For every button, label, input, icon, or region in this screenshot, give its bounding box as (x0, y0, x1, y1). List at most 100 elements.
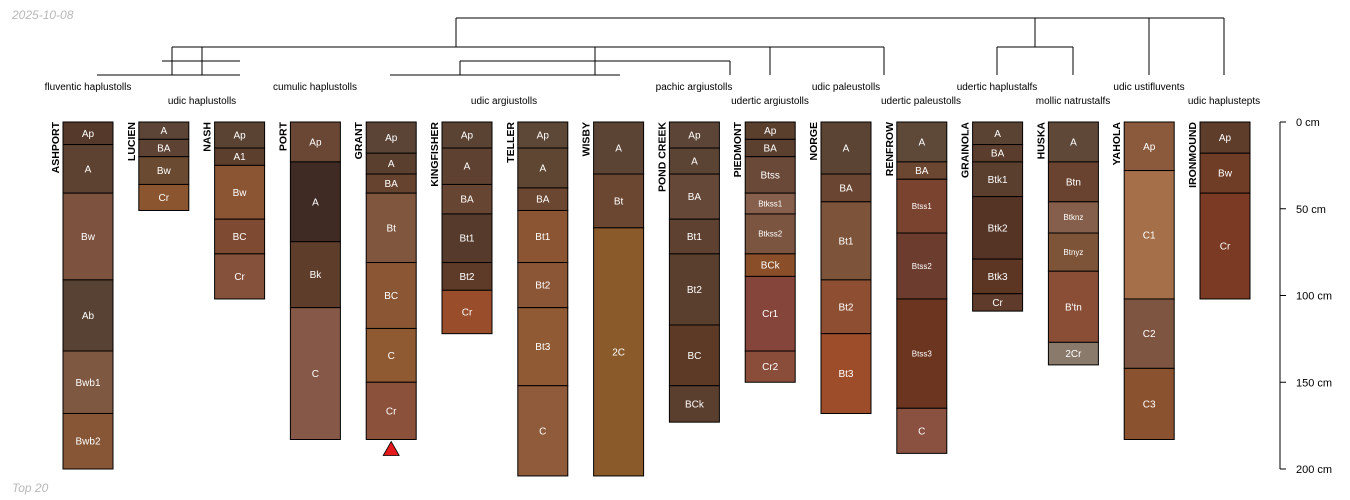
horizon-label-wisby-2c: 2C (612, 347, 625, 358)
horizon-port-bk (289, 241, 341, 309)
horizon-piedmont-btkss2 (744, 213, 796, 255)
horizon-label-port-c: C (312, 369, 319, 380)
horizon-label-pond-creek-ap: Ap (688, 131, 701, 142)
depth-tick-label-100: 100 cm (1296, 291, 1332, 303)
horizon-label-nash-bc: BC (233, 232, 247, 243)
depth-tick-label-150: 150 cm (1296, 377, 1332, 389)
horizon-label-huska-a: A (1070, 137, 1077, 148)
horizon-label-norge-ba: BA (839, 183, 853, 194)
soil-profiles: ASHPORT Ap A Bw Ab Bwb1 Bwb2 LUCIEN A BA Bw Cr NASH A… (50, 121, 1251, 477)
horizon-pond-creek-bck (668, 385, 720, 423)
profile-lucien: LUCIEN A BA Bw Cr (126, 121, 190, 211)
leaf-label-cumulic-haplustolls: cumulic haplustolls (273, 82, 357, 93)
profile-wisby: WISBY A Bt 2C (581, 121, 645, 477)
horizon-label-ashport-bw: Bw (81, 232, 96, 243)
horizon-label-teller-c: C (539, 426, 546, 437)
horizon-grant-cr (365, 381, 417, 441)
horizon-label-grant-ba: BA (385, 179, 399, 190)
horizon-kingfisher-a (441, 147, 493, 185)
horizon-grainola-btk1 (972, 161, 1024, 198)
horizon-label-grainola-ba: BA (991, 149, 1005, 160)
horizon-label-piedmont-ba: BA (764, 144, 778, 155)
profile-nash: NASH Ap A1 Bw BC Cr (202, 121, 266, 300)
horizon-label-huska-2cr: 2Cr (1065, 349, 1082, 360)
dendrogram (97, 17, 1225, 76)
horizon-label-piedmont-btkss2: Btkss2 (758, 230, 783, 239)
horizon-label-ashport-ap: Ap (82, 129, 95, 140)
horizon-grant-bt (365, 192, 417, 264)
horizon-label-huska-btnyz: Btnyz (1063, 248, 1083, 257)
horizon-renfrow-btss3 (896, 298, 948, 409)
horizon-norge-a (820, 121, 872, 175)
horizon-ashport-a (62, 144, 114, 194)
horizon-label-renfrow-btss3: Btss3 (912, 349, 933, 358)
horizon-label-pond-creek-bc: BC (687, 351, 701, 362)
horizon-label-piedmont-cr2: Cr2 (762, 362, 779, 373)
horizon-label-nash-cr: Cr (234, 272, 245, 283)
horizon-label-lucien-cr: Cr (159, 193, 170, 204)
horizon-label-yahola-ap: Ap (1143, 142, 1156, 153)
horizon-port-a (289, 161, 341, 243)
horizon-label-pond-creek-bt2: Bt2 (687, 285, 702, 296)
profile-name-teller: TELLER (505, 122, 517, 163)
profile-name-wisby: WISBY (581, 122, 593, 156)
horizon-label-port-a: A (312, 197, 319, 208)
horizon-label-teller-ap: Ap (537, 131, 550, 142)
horizon-label-huska-b-tn: B'tn (1065, 302, 1082, 313)
footer-label: Top 20 (12, 481, 49, 495)
profile-grainola: GRAINOLA A BA Btk1 Btk2 Btk3 Cr (960, 121, 1024, 312)
horizon-grant-ap (365, 121, 417, 154)
horizon-teller-ap (517, 121, 569, 149)
profile-yahola: YAHOLA Ap C1 C2 C3 (1111, 121, 1175, 441)
horizon-label-kingfisher-bt1: Bt1 (459, 234, 474, 245)
profile-name-grant: GRANT (353, 121, 365, 159)
depth-tick-label-50: 50 cm (1296, 204, 1326, 216)
horizon-yahola-c1 (1123, 170, 1175, 300)
horizon-yahola-ap (1123, 121, 1175, 172)
horizon-teller-c (517, 385, 569, 477)
profile-name-kingfisher: KINGFISHER (429, 122, 441, 187)
horizon-yahola-c3 (1123, 367, 1175, 441)
horizon-label-renfrow-c: C (918, 426, 925, 437)
horizon-label-teller-bt2: Bt2 (535, 281, 550, 292)
profile-pond-creek: POND CREEK Ap A BA Bt1 Bt2 BC BCk (656, 121, 720, 423)
profile-name-grainola: GRAINOLA (960, 122, 972, 178)
horizon-norge-bt2 (820, 279, 872, 335)
horizon-huska-a (1047, 121, 1099, 163)
horizon-piedmont-btss (744, 156, 796, 194)
horizon-label-ironmound-cr: Cr (1220, 242, 1231, 253)
horizon-label-teller-bt3: Bt3 (535, 342, 550, 353)
profile-name-yahola: YAHOLA (1111, 122, 1123, 166)
horizon-ashport-bwb2 (62, 412, 114, 470)
horizon-kingfisher-cr (441, 289, 493, 335)
horizon-label-port-bk: Bk (310, 270, 323, 281)
horizon-label-pond-creek-bck: BCk (685, 399, 705, 410)
horizon-teller-bt3 (517, 307, 569, 387)
horizon-label-ironmound-bw: Bw (1218, 169, 1233, 180)
horizon-nash-ap (214, 121, 266, 149)
profile-ashport: ASHPORT Ap A Bw Ab Bwb1 Bwb2 (50, 121, 114, 470)
horizon-pond-creek-ba (668, 173, 720, 220)
horizon-label-grant-a: A (388, 159, 395, 170)
horizon-label-grant-bt: Bt (386, 223, 396, 234)
horizon-huska-2cr (1047, 341, 1099, 366)
horizon-label-pond-creek-a: A (691, 157, 698, 168)
horizon-label-teller-bt1: Bt1 (535, 232, 550, 243)
horizon-ashport-ab (62, 279, 114, 352)
horizon-pond-creek-bt2 (668, 253, 720, 326)
profile-norge: NORGE A BA Bt1 Bt2 Bt3 (808, 121, 872, 414)
horizon-yahola-c2 (1123, 298, 1175, 369)
horizon-label-renfrow-ba: BA (915, 166, 929, 177)
horizon-label-grainola-btk2: Btk2 (988, 223, 1008, 234)
horizon-huska-btnyz (1047, 232, 1099, 272)
profile-huska: HUSKA A Btn Btknz Btnyz B'tn 2Cr (1035, 121, 1099, 366)
horizon-renfrow-a (896, 121, 948, 163)
horizon-label-piedmont-cr1: Cr1 (762, 309, 779, 320)
horizon-ashport-bw (62, 192, 114, 281)
horizon-label-wisby-bt: Bt (614, 196, 624, 207)
profile-port: PORT Ap A Bk C (277, 121, 341, 441)
horizon-label-kingfisher-bt2: Bt2 (459, 272, 474, 283)
horizon-ironmound-bw (1199, 152, 1251, 194)
leaf-label-udic-argiustolls: udic argiustolls (471, 96, 537, 107)
leaf-label-mollic-natrustalfs: mollic natrustalfs (1036, 96, 1110, 107)
